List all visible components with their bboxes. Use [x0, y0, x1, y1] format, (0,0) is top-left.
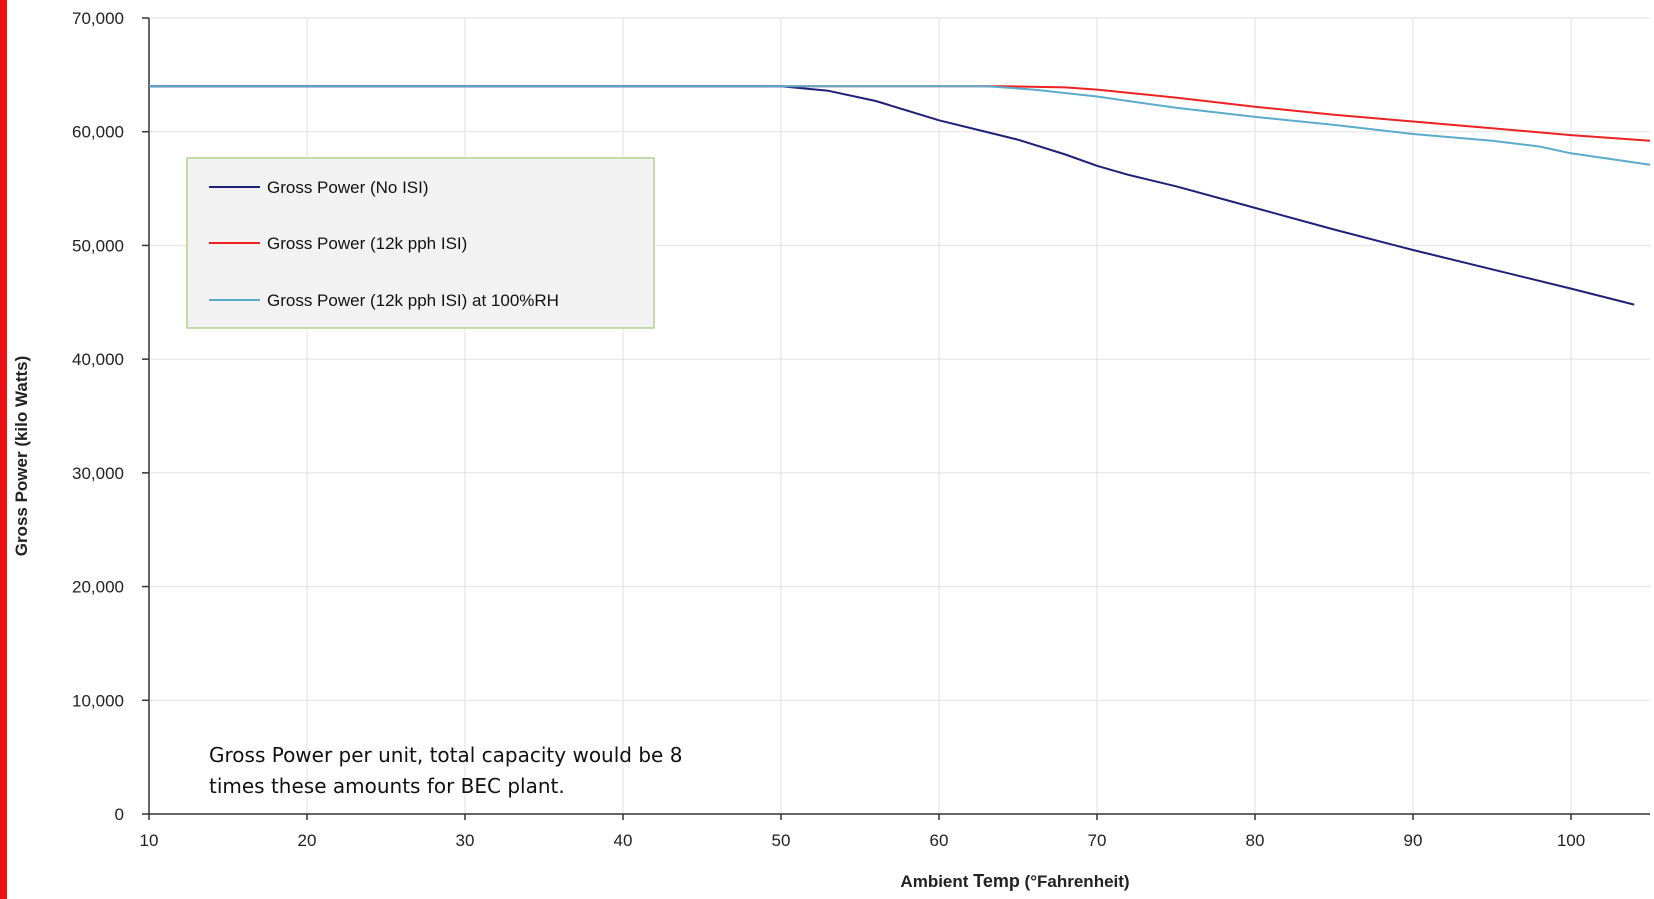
x-tick-label-70: 70: [1088, 831, 1107, 850]
legend-box: [186, 157, 655, 329]
y-tick-label-60000: 60,000: [72, 123, 124, 142]
x-axis-title-part-3: (°Fahrenheit): [1020, 872, 1130, 891]
x-axis-title-part-1: Ambient: [900, 872, 973, 891]
series-line-2: [149, 85, 1651, 166]
axes: [142, 17, 1650, 820]
x-axis-title: Ambient Temp (°Fahrenheit): [900, 871, 1129, 891]
x-tick-label-20: 20: [298, 831, 317, 850]
x-tick-label-80: 80: [1246, 831, 1265, 850]
legend-label-12k-isi: Gross Power (12k pph ISI): [267, 234, 467, 253]
y-tick-label-20000: 20,000: [72, 578, 124, 597]
annotation-line-1: Gross Power per unit, total capacity wou…: [209, 743, 682, 767]
x-tick-label-30: 30: [456, 831, 475, 850]
y-axis-title: Gross Power (kilo Watts): [12, 356, 31, 557]
x-tick-label-50: 50: [772, 831, 791, 850]
legend: Gross Power (No ISI) Gross Power (12k pp…: [186, 157, 655, 329]
legend-label-12k-isi-100rh: Gross Power (12k pph ISI) at 100%RH: [267, 291, 559, 310]
annotation-line-2: times these amounts for BEC plant.: [209, 774, 565, 798]
y-tick-label-30000: 30,000: [72, 464, 124, 483]
x-tick-label-40: 40: [614, 831, 633, 850]
x-tick-label-60: 60: [930, 831, 949, 850]
tick-labels: 10 20 30 40 50 60 70 80 90 100 0 10,000 20,000 30,000…: [72, 9, 1585, 850]
y-tick-label-0: 0: [115, 805, 124, 824]
y-tick-label-50000: 50,000: [72, 236, 124, 255]
left-red-border: [0, 0, 7, 899]
x-tick-label-90: 90: [1404, 831, 1423, 850]
series-lines: [149, 85, 1651, 306]
x-tick-label-100: 100: [1557, 831, 1585, 850]
x-tick-label-10: 10: [140, 831, 159, 850]
grid-lines: [149, 17, 1650, 814]
y-tick-label-70000: 70,000: [72, 9, 124, 28]
legend-label-no-isi: Gross Power (No ISI): [267, 178, 429, 197]
y-tick-label-40000: 40,000: [72, 350, 124, 369]
series-line-1: [149, 85, 1651, 142]
y-tick-label-10000: 10,000: [72, 691, 124, 710]
x-axis-title-emphasis: Temp: [973, 871, 1020, 891]
